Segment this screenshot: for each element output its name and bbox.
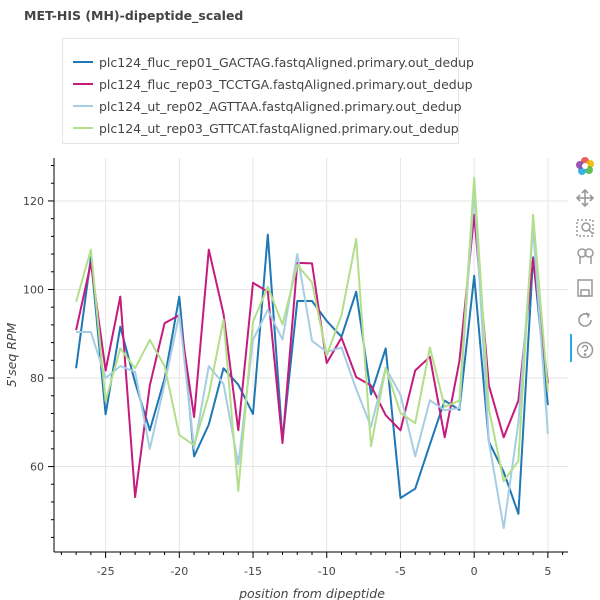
series-line-2[interactable] xyxy=(75,213,549,499)
series-line-3[interactable] xyxy=(76,188,549,530)
x-tick-label: -15 xyxy=(244,565,262,578)
pan-icon[interactable] xyxy=(572,186,598,210)
legend-item[interactable]: plc124_fluc_rep01_GACTAG.fastqAligned.pr… xyxy=(73,52,474,72)
legend-swatch xyxy=(73,126,93,130)
legend-item[interactable]: plc124_fluc_rep03_TCCTGA.fastqAligned.pr… xyxy=(73,74,473,94)
legend: plc124_fluc_rep01_GACTAG.fastqAligned.pr… xyxy=(62,38,474,144)
legend-label: plc124_fluc_rep03_TCCTGA.fastqAligned.pr… xyxy=(99,76,473,92)
box-zoom-icon[interactable] xyxy=(572,216,598,240)
y-axis-label: 5'seq RPM xyxy=(4,323,19,388)
x-tick-label: -5 xyxy=(395,565,406,578)
wheel-zoom-icon[interactable] xyxy=(572,244,598,268)
x-tick-label: 0 xyxy=(471,565,478,578)
legend-item[interactable]: plc124_ut_rep03_GTTCAT.fastqAligned.prim… xyxy=(73,118,459,138)
series-line-4[interactable] xyxy=(75,176,549,492)
x-tick-label: -20 xyxy=(170,565,188,578)
grid xyxy=(54,158,568,552)
legend-label: plc124_ut_rep03_GTTCAT.fastqAligned.prim… xyxy=(99,120,459,136)
x-tick-label: -10 xyxy=(318,565,336,578)
legend-swatch xyxy=(73,60,93,64)
y-tick-label: 80 xyxy=(30,372,44,385)
x-tick-label: -25 xyxy=(97,565,115,578)
legend-label: plc124_fluc_rep01_GACTAG.fastqAligned.pr… xyxy=(99,54,474,70)
axes: -25 -20 -15 -10 -5 0 5 60 80 100 120 xyxy=(23,158,568,578)
toolbar xyxy=(568,152,600,372)
y-tick-label: 60 xyxy=(30,461,44,474)
series-lines xyxy=(75,176,549,530)
y-tick-label: 120 xyxy=(23,195,44,208)
active-tool-indicator xyxy=(570,334,572,362)
help-icon[interactable] xyxy=(572,338,598,362)
save-icon[interactable] xyxy=(572,276,598,300)
legend-swatch xyxy=(73,82,93,86)
series-line-1[interactable] xyxy=(75,233,549,515)
legend-swatch xyxy=(73,104,93,108)
legend-label: plc124_ut_rep02_AGTTAA.fastqAligned.prim… xyxy=(99,98,462,114)
chart-title: MET-HIS (MH)-dipeptide_scaled xyxy=(24,8,244,23)
plot-area[interactable]: -25 -20 -15 -10 -5 0 5 60 80 100 120 position from… xyxy=(0,0,568,600)
legend-item[interactable]: plc124_ut_rep02_AGTTAA.fastqAligned.prim… xyxy=(73,96,462,116)
x-axis-label: position from dipeptide xyxy=(238,586,385,600)
reset-icon[interactable] xyxy=(572,308,598,332)
x-tick-label: 5 xyxy=(544,565,551,578)
y-tick-label: 100 xyxy=(23,283,44,296)
bokeh-logo-icon[interactable] xyxy=(572,154,598,178)
